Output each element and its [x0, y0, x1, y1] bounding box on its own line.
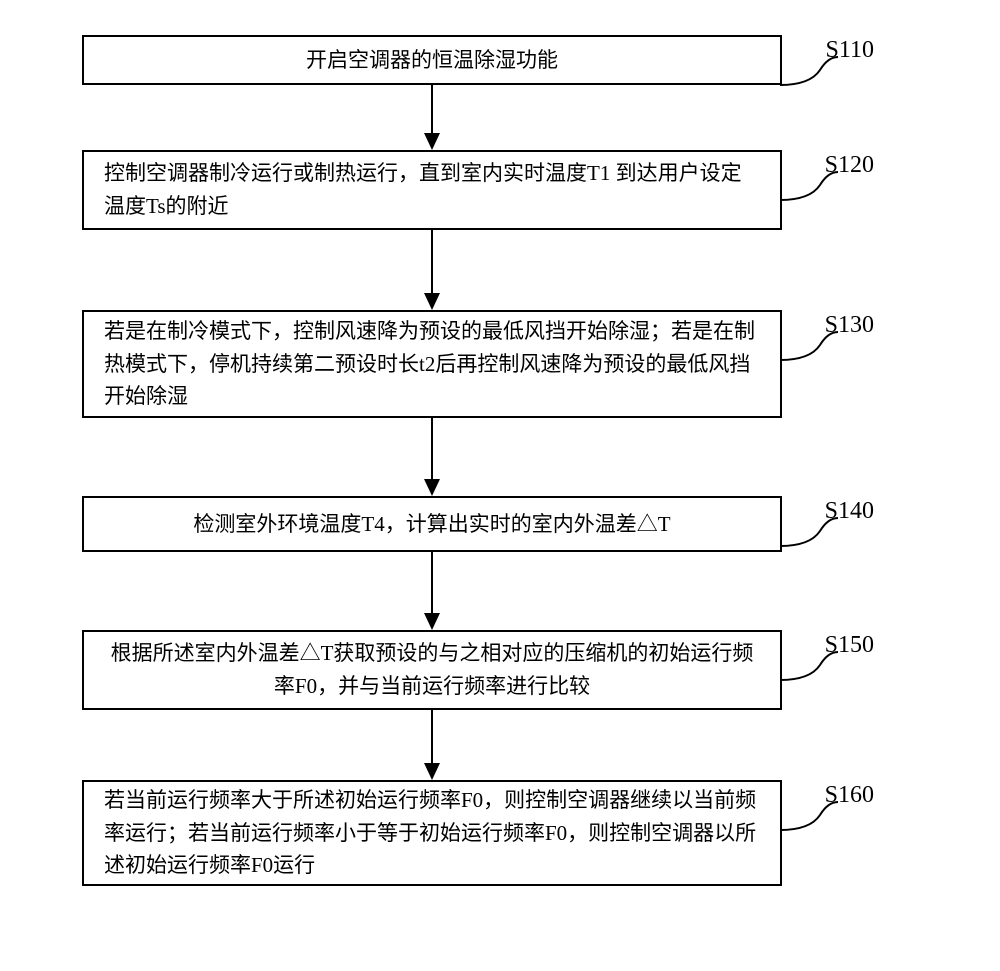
flow-arrow — [82, 552, 782, 630]
flowchart-container: 开启空调器的恒温除湿功能 S110 控制空调器制冷运行或制热运行，直到室内实时温… — [82, 35, 882, 886]
flow-step-s150: 根据所述室内外温差△T获取预设的与之相对应的压缩机的初始运行频率F0，并与当前运… — [82, 630, 782, 710]
flow-step-s160: 若当前运行频率大于所述初始运行频率F0，则控制空调器继续以当前频率运行；若当前运… — [82, 780, 782, 886]
flow-step-text: 开启空调器的恒温除湿功能 — [104, 44, 760, 77]
flow-step-s130: 若是在制冷模式下，控制风速降为预设的最低风挡开始除湿；若是在制热模式下，停机持续… — [82, 310, 782, 418]
step-label: S120 — [825, 152, 874, 179]
flow-step-s140: 检测室外环境温度T4，计算出实时的室内外温差△T S140 — [82, 496, 782, 552]
step-label: S140 — [825, 498, 874, 525]
flow-arrow — [82, 710, 782, 780]
flow-step-text: 若是在制冷模式下，控制风速降为预设的最低风挡开始除湿；若是在制热模式下，停机持续… — [104, 315, 760, 413]
flow-step-s110: 开启空调器的恒温除湿功能 S110 — [82, 35, 782, 85]
flow-step-text: 根据所述室内外温差△T获取预设的与之相对应的压缩机的初始运行频率F0，并与当前运… — [104, 637, 760, 702]
step-label: S110 — [826, 37, 874, 64]
step-label: S150 — [825, 632, 874, 659]
flow-step-text: 若当前运行频率大于所述初始运行频率F0，则控制空调器继续以当前频率运行；若当前运… — [104, 784, 760, 882]
flow-step-text: 控制空调器制冷运行或制热运行，直到室内实时温度T1 到达用户设定温度Ts的附近 — [104, 157, 760, 222]
flow-arrow — [82, 230, 782, 310]
flow-arrow — [82, 418, 782, 496]
flow-step-text: 检测室外环境温度T4，计算出实时的室内外温差△T — [104, 508, 760, 541]
flow-arrow — [82, 85, 782, 150]
step-label: S130 — [825, 312, 874, 339]
flow-step-s120: 控制空调器制冷运行或制热运行，直到室内实时温度T1 到达用户设定温度Ts的附近 … — [82, 150, 782, 230]
step-label: S160 — [825, 782, 874, 809]
